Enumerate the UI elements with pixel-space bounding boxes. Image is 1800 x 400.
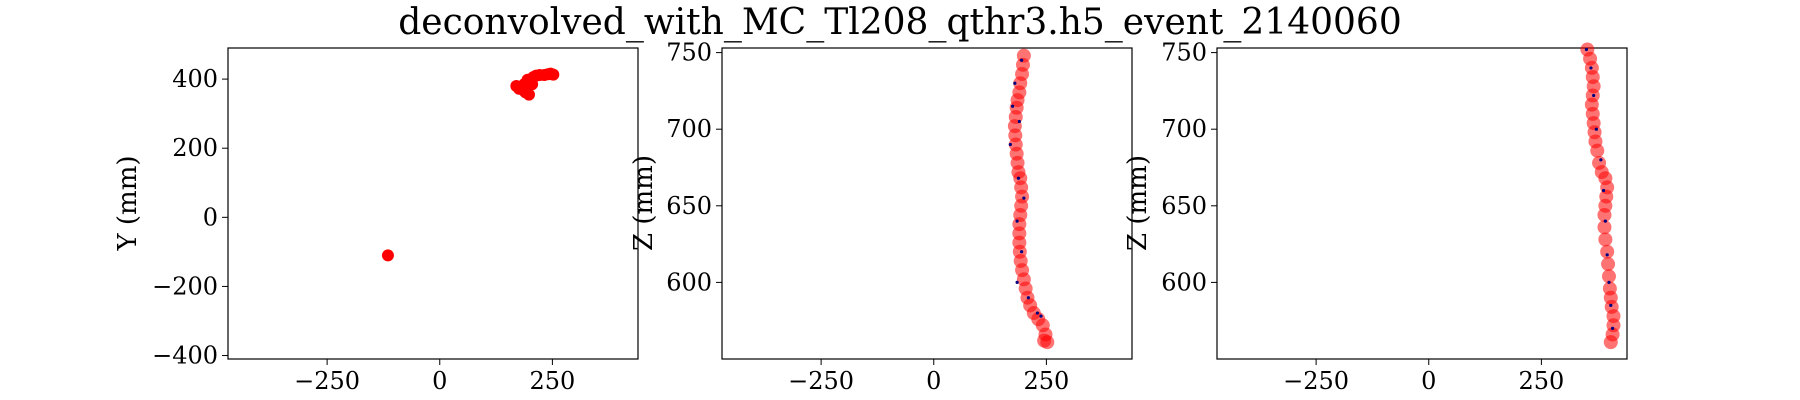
x-tick-label-xy: 250 <box>529 367 575 395</box>
hit-point-yz <box>1600 244 1615 259</box>
x-tick-label-yz: 250 <box>1518 367 1564 395</box>
deconv-point-yz <box>1599 158 1603 162</box>
y-ticks-xy: −400 −200 0 200 400 <box>152 65 228 370</box>
y-tick-label-xz: 700 <box>666 115 712 143</box>
x-tick-label-xz: 0 <box>926 367 941 395</box>
y-tick-label-xy: 400 <box>172 65 218 93</box>
hit-point-xy <box>526 78 539 91</box>
deconv-point-xz <box>1015 280 1019 284</box>
markers-yz <box>1580 42 1621 350</box>
y-tick-label-xy: 0 <box>203 203 218 231</box>
hit-point-yz <box>1597 220 1612 235</box>
deconv-point-yz <box>1609 303 1613 307</box>
deconv-point-yz <box>1605 253 1609 257</box>
plot-area-xz <box>721 47 1133 360</box>
hit-point-yz <box>1590 143 1605 158</box>
y-ticks-xz: 600 650 700 750 <box>666 39 722 296</box>
deconv-point-xz <box>1026 296 1030 300</box>
x-tick-label-xy: 0 <box>432 367 447 395</box>
x-tick-label-xy: −250 <box>294 367 360 395</box>
deconv-point-xz <box>1039 314 1043 318</box>
hit-point-yz <box>1601 257 1616 272</box>
x-tick-label-yz: 0 <box>1421 367 1436 395</box>
y-ticks-yz: 600 650 700 750 <box>1161 39 1217 296</box>
markers-xz <box>1007 48 1055 350</box>
y-tick-label-xy: −200 <box>152 272 218 300</box>
y-tick-label-xy: 200 <box>172 134 218 162</box>
hit-point-xy <box>547 68 560 81</box>
y-axis-label-yz: Z (mm) <box>1123 155 1153 251</box>
deconv-point-xz <box>1017 119 1021 124</box>
deconv-point-xz <box>1011 104 1015 108</box>
deconv-point-xz <box>1008 142 1012 147</box>
hit-point-xy <box>516 83 529 96</box>
deconv-point-xz <box>1013 81 1017 85</box>
hit-point-yz <box>1598 232 1613 247</box>
x-ticks-xz: −250 0 250 <box>788 359 1069 395</box>
deconv-point-xz <box>1016 176 1021 180</box>
hit-point-xy <box>381 249 394 262</box>
deconv-point-xz <box>1022 196 1026 200</box>
x-ticks-xy: −250 0 250 <box>294 359 575 395</box>
x-tick-label-xz: −250 <box>788 367 854 395</box>
x-tick-label-yz: −250 <box>1283 367 1349 395</box>
deconv-point-xz <box>1015 219 1019 223</box>
x-tick-label-xz: 250 <box>1023 367 1069 395</box>
y-tick-label-yz: 700 <box>1161 115 1207 143</box>
deconv-point-xz <box>1020 250 1024 254</box>
subplot-xz: −250 0 250 600 650 700 750 Z (mm) <box>629 39 1133 395</box>
subplot-yz: −250 0 250 600 650 700 750 Z (mm) <box>1123 39 1628 395</box>
deconv-point-yz <box>1610 326 1615 330</box>
y-tick-label-yz: 650 <box>1161 192 1207 220</box>
y-tick-label-xy: −400 <box>152 342 218 370</box>
markers-xy <box>381 67 560 262</box>
hit-point-yz <box>1601 269 1616 284</box>
deconv-point-xz <box>1020 58 1024 62</box>
subplot-xy: −250 0 250 −400 −200 0 200 400 Y (mm) <box>113 47 639 395</box>
hit-point-xz <box>1037 333 1052 348</box>
y-tick-label-yz: 600 <box>1161 268 1207 296</box>
y-tick-label-yz: 750 <box>1161 39 1207 67</box>
deconv-point-yz <box>1594 127 1598 131</box>
x-ticks-yz: −250 0 250 <box>1283 359 1564 395</box>
y-tick-label-xz: 750 <box>666 39 712 67</box>
deconv-point-yz <box>1592 93 1596 98</box>
y-tick-label-xz: 650 <box>666 192 712 220</box>
deconv-point-yz <box>1589 66 1593 70</box>
deconv-point-yz <box>1607 280 1611 284</box>
plot-area-xy <box>227 47 639 360</box>
deconv-point-yz <box>1584 47 1589 52</box>
y-axis-label-xz: Z (mm) <box>629 155 659 251</box>
figure-title: deconvolved_with_MC_Tl208_qthr3.h5_event… <box>398 2 1401 43</box>
hit-point-yz <box>1603 335 1618 350</box>
deconv-point-yz <box>1601 188 1606 193</box>
deconv-point-yz <box>1603 219 1607 223</box>
y-tick-label-xz: 600 <box>666 268 712 296</box>
plot-area-yz <box>1216 47 1628 360</box>
hit-point-yz <box>1597 207 1612 222</box>
deconv-point-xz <box>1035 311 1039 315</box>
y-axis-label-xy: Y (mm) <box>113 155 143 251</box>
